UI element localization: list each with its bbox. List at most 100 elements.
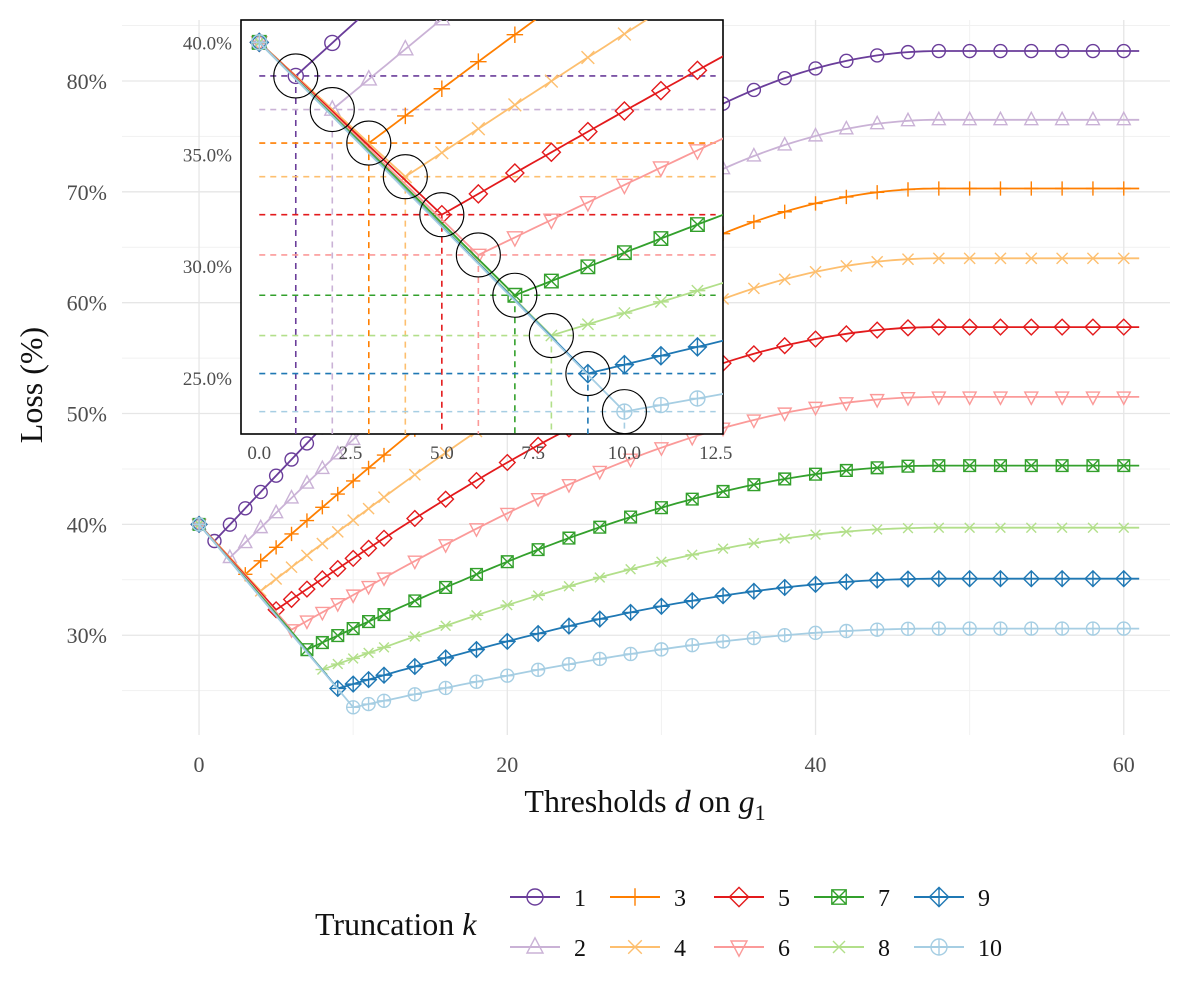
legend-item-3: 3 [610, 886, 686, 912]
data-point [407, 631, 422, 642]
data-point [191, 517, 207, 532]
data-point [500, 555, 514, 569]
data-point [299, 615, 315, 630]
data-point [377, 608, 391, 622]
data-point [1054, 110, 1070, 126]
data-point [746, 82, 762, 98]
data-point [992, 110, 1009, 126]
data-point [993, 43, 1008, 59]
data-point [992, 391, 1009, 406]
data-point [901, 522, 915, 534]
legend-item-6: 6 [714, 936, 790, 962]
data-point [714, 586, 732, 605]
data-point [298, 580, 316, 598]
inset-data-point [507, 287, 523, 303]
inset-data-point [689, 217, 705, 232]
minimum-circle-3 [346, 120, 392, 166]
data-point [268, 540, 284, 555]
series-8 [192, 519, 1140, 675]
inset-data-point [577, 121, 598, 142]
data-point [745, 344, 763, 363]
data-point [359, 539, 378, 558]
data-point [746, 214, 762, 229]
data-point [1085, 43, 1101, 59]
inset-series-line-1 [258, 20, 359, 78]
data-point [1116, 522, 1131, 534]
data-point [685, 549, 700, 561]
data-point [716, 484, 730, 499]
data-point [330, 658, 345, 670]
inset-data-point [652, 161, 670, 178]
data-point [747, 478, 761, 492]
inset-data-point [541, 142, 562, 163]
inset-data-point [581, 50, 595, 65]
data-point [299, 474, 315, 489]
minimum-circle-8 [528, 312, 574, 359]
data-point [592, 572, 607, 583]
data-point [347, 514, 360, 527]
data-point [331, 525, 344, 538]
data-point [592, 465, 608, 481]
legend-key-marker [728, 886, 750, 908]
data-point [499, 507, 515, 523]
data-point [716, 543, 730, 554]
data-point [685, 637, 700, 653]
minimum-circle-10 [601, 389, 647, 435]
data-point [685, 492, 699, 506]
data-point [561, 657, 577, 672]
inset-data-point [397, 107, 414, 125]
data-point [869, 48, 885, 63]
data-point [900, 111, 916, 127]
data-point [593, 520, 607, 534]
legend-label: 2 [574, 936, 586, 962]
data-point [1053, 318, 1071, 336]
data-point [253, 553, 268, 568]
legend-key-marker [627, 939, 643, 955]
data-point [1024, 181, 1039, 196]
data-point [330, 444, 346, 460]
data-point [361, 460, 376, 476]
data-point [1055, 459, 1069, 473]
data-point [931, 522, 946, 534]
y-tick-label: 30% [67, 623, 107, 648]
data-point [222, 517, 238, 532]
data-point [1084, 318, 1102, 336]
data-point [377, 491, 391, 504]
series-line-8 [198, 523, 1140, 671]
data-point [253, 518, 269, 534]
data-point [746, 414, 762, 429]
data-point [438, 680, 453, 696]
data-point [931, 621, 947, 636]
minimum-circle-6 [455, 232, 501, 278]
data-point [1085, 181, 1101, 196]
legend-key-marker [830, 940, 848, 954]
inset-data-point [543, 0, 560, 16]
inset-data-point [652, 396, 670, 414]
inset-data-point [616, 245, 632, 261]
data-point [683, 591, 702, 610]
inset-data-point [543, 273, 559, 289]
data-point [962, 43, 977, 59]
data-point [932, 459, 946, 473]
inset-data-point [653, 231, 669, 246]
data-point [315, 636, 329, 650]
data-point [993, 181, 1008, 196]
data-point [238, 501, 253, 516]
data-point [623, 563, 638, 575]
series-line-7 [198, 464, 1140, 651]
inset-data-point [579, 196, 597, 213]
data-point [1085, 621, 1101, 636]
legend-item-7: 7 [814, 886, 890, 912]
data-point [1086, 252, 1099, 265]
inset-panel-frame [240, 19, 724, 435]
legend-key-marker [626, 888, 644, 906]
legend-label: 5 [778, 886, 790, 912]
data-point [377, 642, 391, 653]
data-point [993, 459, 1008, 473]
inset-data-point [287, 67, 304, 85]
minimum-circle-5 [419, 192, 465, 238]
data-point [901, 459, 915, 473]
data-point [561, 478, 577, 494]
inset-x-tick-label: 7.5 [521, 443, 545, 464]
inset-data-point [726, 384, 741, 399]
